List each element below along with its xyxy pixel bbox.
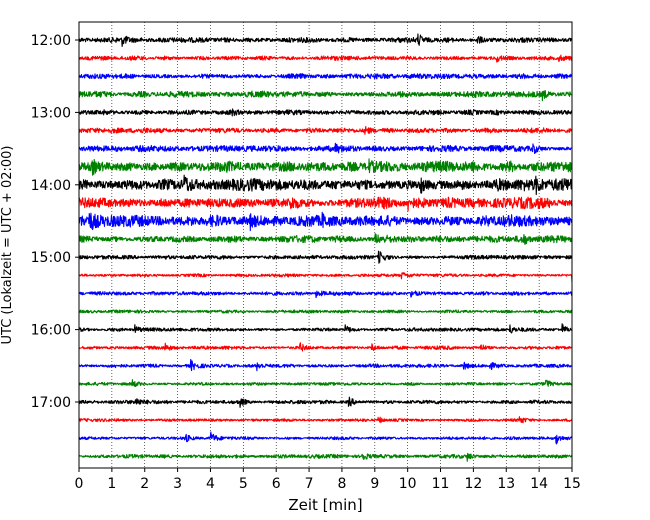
seismic-trace	[78, 142, 573, 155]
seismic-trace	[78, 309, 573, 314]
y-axis-label: UTC (Lokalzeit = UTC + 02:00)	[0, 146, 15, 345]
seismic-trace	[78, 416, 573, 424]
x-tick-label: 7	[305, 476, 314, 492]
seismic-trace	[78, 358, 573, 372]
y-tick-label: 13:00	[31, 105, 71, 121]
y-tick-label: 14:00	[31, 178, 71, 194]
x-tick-label: 10	[399, 476, 417, 492]
x-tick-label: 1	[107, 476, 116, 492]
seismic-trace	[78, 452, 573, 462]
seismic-trace	[78, 342, 573, 352]
x-tick-label: 5	[239, 476, 248, 492]
seismic-trace	[78, 396, 573, 408]
seismic-trace	[78, 196, 573, 212]
y-tick-label: 16:00	[31, 323, 71, 339]
y-tick-label: 17:00	[31, 395, 71, 411]
x-tick-label: 13	[497, 476, 515, 492]
x-tick-label: 2	[140, 476, 149, 492]
x-tick-label: 6	[272, 476, 281, 492]
x-grid	[111, 22, 540, 468]
y-tick-label: 12:00	[31, 33, 71, 49]
x-tick-label: 9	[370, 476, 379, 492]
seismic-trace	[78, 250, 573, 264]
x-tick-label: 15	[563, 476, 581, 492]
seismic-trace	[78, 174, 573, 196]
x-tick-label: 8	[337, 476, 346, 492]
seismic-trace	[78, 272, 573, 283]
seismic-trace	[78, 158, 573, 176]
seismic-trace	[78, 431, 573, 445]
x-axis: 0 1 2 3 4 5 6 7 8 9 10 11 12 13 14 15	[75, 468, 581, 492]
x-axis-label: Zeit [min]	[288, 496, 362, 514]
y-axis: 12:00 13:00 14:00 15:00 16:00 17:00	[31, 33, 79, 411]
seismic-trace	[78, 54, 573, 63]
seismic-trace	[78, 323, 573, 334]
seismic-trace	[78, 33, 573, 47]
seismic-trace	[78, 108, 573, 117]
seismic-trace	[78, 233, 573, 245]
x-tick-label: 4	[206, 476, 215, 492]
x-tick-label: 0	[75, 476, 84, 492]
y-tick-label: 15:00	[31, 250, 71, 266]
seismic-trace	[78, 73, 573, 80]
seismic-trace	[78, 211, 573, 232]
x-tick-label: 12	[464, 476, 482, 492]
x-tick-label: 3	[173, 476, 182, 492]
x-tick-label: 14	[530, 476, 548, 492]
seismic-trace	[78, 90, 573, 102]
plot-frame	[78, 21, 573, 469]
x-tick-label: 11	[432, 476, 450, 492]
seismic-trace	[78, 125, 573, 135]
seismic-trace	[78, 379, 573, 388]
trace-group	[78, 33, 573, 462]
seismic-trace	[78, 290, 573, 299]
